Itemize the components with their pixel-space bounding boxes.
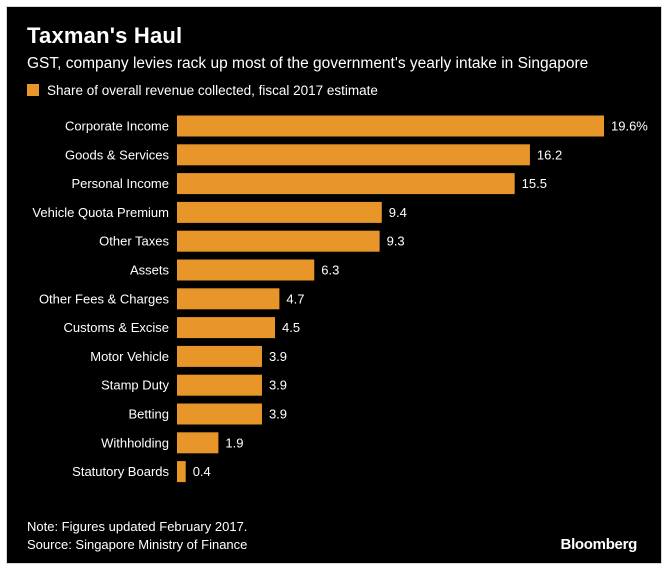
category-label-personal-income: Personal Income bbox=[71, 176, 169, 191]
value-label-stamp-duty: 3.9 bbox=[269, 378, 287, 393]
category-label-corporate-income: Corporate Income bbox=[65, 119, 169, 134]
bar-assets bbox=[177, 259, 315, 281]
note-text: Note: Figures updated February 2017. bbox=[27, 519, 248, 534]
chart-title: Taxman's Haul bbox=[27, 23, 183, 48]
bar-personal-income bbox=[177, 173, 515, 195]
category-label-motor-vehicle: Motor Vehicle bbox=[90, 349, 169, 364]
value-label-other-taxes: 9.3 bbox=[387, 234, 405, 249]
bloomberg-logo: Bloomberg bbox=[560, 536, 638, 553]
value-label-assets: 6.3 bbox=[321, 263, 339, 278]
value-label-withholding: 1.9 bbox=[225, 435, 243, 450]
category-label-customs-and-excise: Customs & Excise bbox=[64, 320, 169, 335]
legend-label: Share of overall revenue collected, fisc… bbox=[47, 82, 378, 98]
value-label-other-fees-and-charges: 4.7 bbox=[286, 291, 304, 306]
value-label-vehicle-quota-premium: 9.4 bbox=[389, 205, 407, 220]
legend-swatch bbox=[27, 84, 39, 96]
category-label-assets: Assets bbox=[130, 263, 170, 278]
chart-subtitle: GST, company levies rack up most of the … bbox=[27, 55, 589, 72]
bar-chart: Corporate Income 19.6% Goods & Services 16.… bbox=[32, 115, 648, 483]
source-text: Source: Singapore Ministry of Finance bbox=[27, 537, 248, 552]
bar-statutory-boards bbox=[177, 461, 186, 483]
bar-corporate-income bbox=[177, 115, 604, 137]
bar-goods-and-services bbox=[177, 144, 530, 166]
category-label-withholding: Withholding bbox=[101, 435, 169, 450]
bar-betting bbox=[177, 403, 262, 425]
category-label-stamp-duty: Stamp Duty bbox=[101, 378, 169, 393]
category-label-vehicle-quota-premium: Vehicle Quota Premium bbox=[32, 205, 169, 220]
bar-motor-vehicle bbox=[177, 345, 262, 367]
category-label-statutory-boards: Statutory Boards bbox=[72, 464, 169, 479]
value-label-personal-income: 15.5 bbox=[522, 176, 547, 191]
value-label-customs-and-excise: 4.5 bbox=[282, 320, 300, 335]
category-label-other-taxes: Other Taxes bbox=[99, 234, 169, 249]
bar-other-taxes bbox=[177, 230, 380, 252]
category-label-other-fees-and-charges: Other Fees & Charges bbox=[39, 291, 170, 306]
chart-frame: Taxman's Haul GST, company levies rack u… bbox=[6, 6, 662, 564]
value-label-statutory-boards: 0.4 bbox=[193, 464, 211, 479]
bar-customs-and-excise bbox=[177, 317, 276, 339]
category-label-goods-and-services: Goods & Services bbox=[65, 147, 170, 162]
bar-other-fees-and-charges bbox=[177, 288, 280, 310]
category-label-betting: Betting bbox=[129, 407, 169, 422]
value-label-corporate-income: 19.6% bbox=[611, 119, 648, 134]
bar-stamp-duty bbox=[177, 374, 262, 396]
legend: Share of overall revenue collected, fisc… bbox=[27, 82, 378, 98]
value-label-motor-vehicle: 3.9 bbox=[269, 349, 287, 364]
bar-vehicle-quota-premium bbox=[177, 201, 382, 223]
value-label-goods-and-services: 16.2 bbox=[537, 147, 562, 162]
value-label-betting: 3.9 bbox=[269, 407, 287, 422]
footnotes: Note: Figures updated February 2017. Sou… bbox=[27, 518, 247, 554]
bar-withholding bbox=[177, 432, 219, 454]
